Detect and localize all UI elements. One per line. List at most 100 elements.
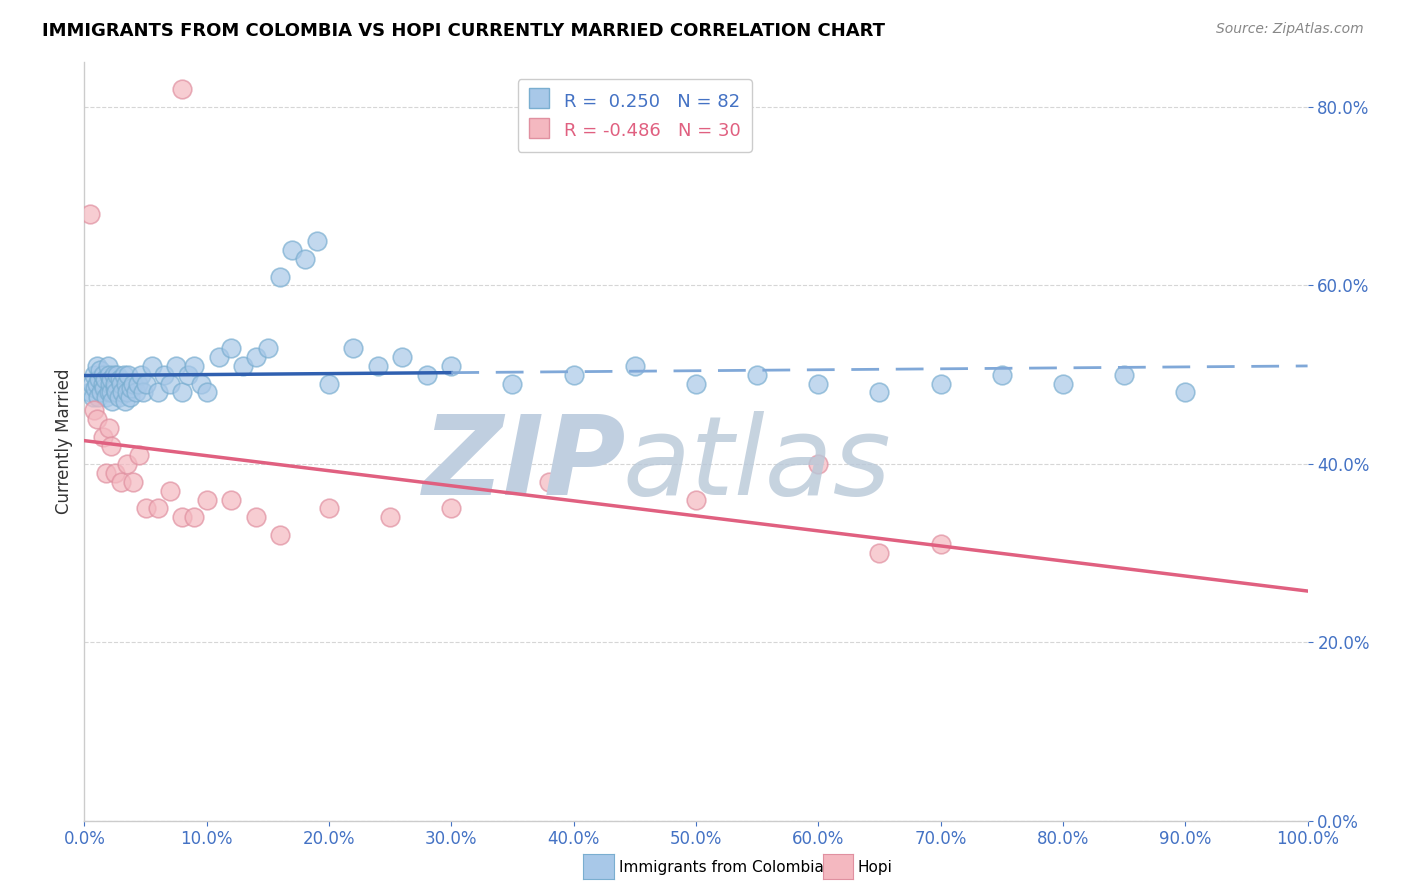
Point	[135, 376, 157, 391]
Point	[153, 368, 176, 382]
Point	[232, 359, 254, 373]
Point	[318, 501, 340, 516]
Point	[100, 439, 122, 453]
Point	[132, 385, 155, 400]
Point	[172, 82, 194, 96]
Point	[104, 376, 127, 391]
Point	[94, 372, 117, 386]
Point	[100, 385, 122, 400]
Point	[105, 368, 128, 382]
Point	[177, 368, 200, 382]
Text: Hopi: Hopi	[858, 860, 893, 874]
Point	[90, 385, 112, 400]
Point	[440, 501, 463, 516]
Point	[104, 466, 127, 480]
Text: IMMIGRANTS FROM COLOMBIA VS HOPI CURRENTLY MARRIED CORRELATION CHART: IMMIGRANTS FROM COLOMBIA VS HOPI CURRENT…	[42, 22, 886, 40]
Point	[165, 359, 187, 373]
Point	[538, 475, 561, 489]
Point	[146, 385, 169, 400]
Point	[110, 376, 132, 391]
Text: ZIP: ZIP	[423, 411, 627, 517]
Point	[96, 466, 118, 480]
Point	[869, 385, 891, 400]
Point	[108, 372, 131, 386]
Text: Source: ZipAtlas.com: Source: ZipAtlas.com	[1216, 22, 1364, 37]
Legend: R =  0.250   N = 82, R = -0.486   N = 30: R = 0.250 N = 82, R = -0.486 N = 30	[517, 79, 752, 152]
Point	[195, 492, 218, 507]
Point	[380, 510, 402, 524]
Point	[100, 372, 122, 386]
Point	[79, 385, 101, 400]
Point	[502, 376, 524, 391]
Point	[1052, 376, 1074, 391]
Point	[115, 376, 138, 391]
Point	[190, 376, 212, 391]
Point	[89, 363, 111, 377]
Point	[269, 528, 291, 542]
Point	[685, 376, 707, 391]
Point	[96, 390, 118, 404]
Point	[416, 368, 439, 382]
Point	[82, 390, 104, 404]
Point	[128, 448, 150, 462]
Point	[195, 385, 218, 400]
Point	[112, 368, 135, 382]
Point	[104, 381, 127, 395]
Point	[747, 368, 769, 382]
Point	[342, 341, 364, 355]
Point	[98, 376, 121, 391]
Point	[105, 385, 128, 400]
Point	[141, 359, 163, 373]
Point	[294, 252, 316, 266]
Point	[172, 385, 194, 400]
Point	[318, 376, 340, 391]
Point	[80, 376, 103, 391]
Point	[115, 457, 138, 471]
Point	[172, 510, 194, 524]
Point	[84, 381, 107, 395]
Point	[391, 350, 413, 364]
Point	[257, 341, 280, 355]
Point	[97, 421, 120, 435]
Point	[101, 394, 124, 409]
Point	[440, 359, 463, 373]
Point	[245, 350, 267, 364]
Point	[245, 510, 267, 524]
Point	[87, 372, 110, 386]
Point	[562, 368, 585, 382]
Point	[114, 394, 136, 409]
Point	[991, 368, 1014, 382]
Point	[208, 350, 231, 364]
Point	[103, 368, 125, 382]
Point	[83, 403, 105, 417]
Point	[118, 390, 141, 404]
Point	[117, 368, 139, 382]
Point	[807, 457, 830, 471]
Point	[281, 243, 304, 257]
Point	[91, 368, 114, 382]
Text: atlas: atlas	[623, 411, 891, 517]
Point	[91, 376, 114, 391]
Point	[91, 430, 114, 444]
Point	[79, 207, 101, 221]
Point	[122, 376, 145, 391]
Point	[624, 359, 647, 373]
Point	[120, 381, 142, 395]
Point	[159, 376, 181, 391]
Point	[219, 492, 242, 507]
Point	[93, 381, 115, 395]
Point	[129, 368, 152, 382]
Point	[107, 390, 129, 404]
Point	[111, 385, 134, 400]
Y-axis label: Currently Married: Currently Married	[55, 368, 73, 515]
Point	[869, 546, 891, 560]
Point	[1174, 385, 1197, 400]
Point	[97, 385, 120, 400]
Point	[146, 501, 169, 516]
Point	[929, 537, 952, 551]
Point	[86, 359, 108, 373]
Point	[87, 390, 110, 404]
Point	[125, 385, 148, 400]
Point	[122, 475, 145, 489]
Point	[159, 483, 181, 498]
